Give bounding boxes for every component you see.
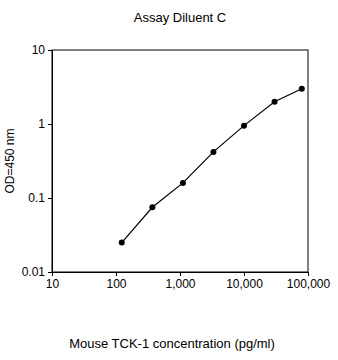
tick: 0.01	[22, 265, 52, 279]
tick-mark	[180, 272, 181, 276]
tick: 10	[32, 43, 52, 57]
x-axis-title: Mouse TCK-1 concentration (pg/ml)	[69, 336, 275, 351]
tick-mark	[308, 272, 309, 276]
data-point	[272, 99, 278, 105]
tick: 100	[106, 272, 126, 291]
chart-title: Assay Diluent C	[134, 10, 226, 25]
y-axis: 0.01 0.1 1 10	[22, 43, 53, 279]
data-line	[122, 89, 302, 243]
tick-label: 0.01	[22, 265, 46, 279]
data-point	[149, 204, 155, 210]
tick-mark	[244, 272, 245, 276]
tick: 100,000	[287, 272, 331, 291]
axis-line	[48, 51, 53, 273]
tick: 10,000	[226, 272, 263, 291]
tick-label: 100,000	[287, 277, 331, 291]
plot-frame	[52, 50, 308, 272]
data-point	[241, 123, 247, 129]
tick: 1	[38, 117, 52, 131]
tick-mark	[48, 50, 52, 51]
data-point	[210, 149, 216, 155]
tick: 1,000	[165, 272, 195, 291]
tick-label: 10	[32, 43, 46, 57]
tick-label: 10,000	[226, 277, 263, 291]
tick-label: 1	[38, 117, 45, 131]
y-axis-title: OD=450 nm	[3, 128, 17, 193]
tick-label: 100	[106, 277, 126, 291]
tick-mark	[48, 198, 52, 199]
tick-mark	[48, 124, 52, 125]
data-point	[180, 180, 186, 186]
data-point	[299, 86, 305, 92]
plot: 10 100 1,000 10,000 100,000 0.01 0.1 1 10	[22, 43, 331, 290]
chart: 10 100 1,000 10,000 100,000 0.01 0.1 1 10 Assay D…	[0, 0, 338, 360]
tick-label: 0.1	[28, 191, 45, 205]
tick-label: 1,000	[165, 277, 195, 291]
marks	[119, 86, 305, 246]
tick-mark	[116, 272, 117, 276]
tick: 10	[46, 272, 60, 291]
axis-line	[53, 273, 309, 277]
tick-mark	[48, 272, 52, 273]
data-point	[119, 240, 125, 246]
x-axis: 10 100 1,000 10,000 100,000	[46, 272, 331, 291]
tick-label: 10	[46, 277, 60, 291]
tick: 0.1	[28, 191, 52, 205]
